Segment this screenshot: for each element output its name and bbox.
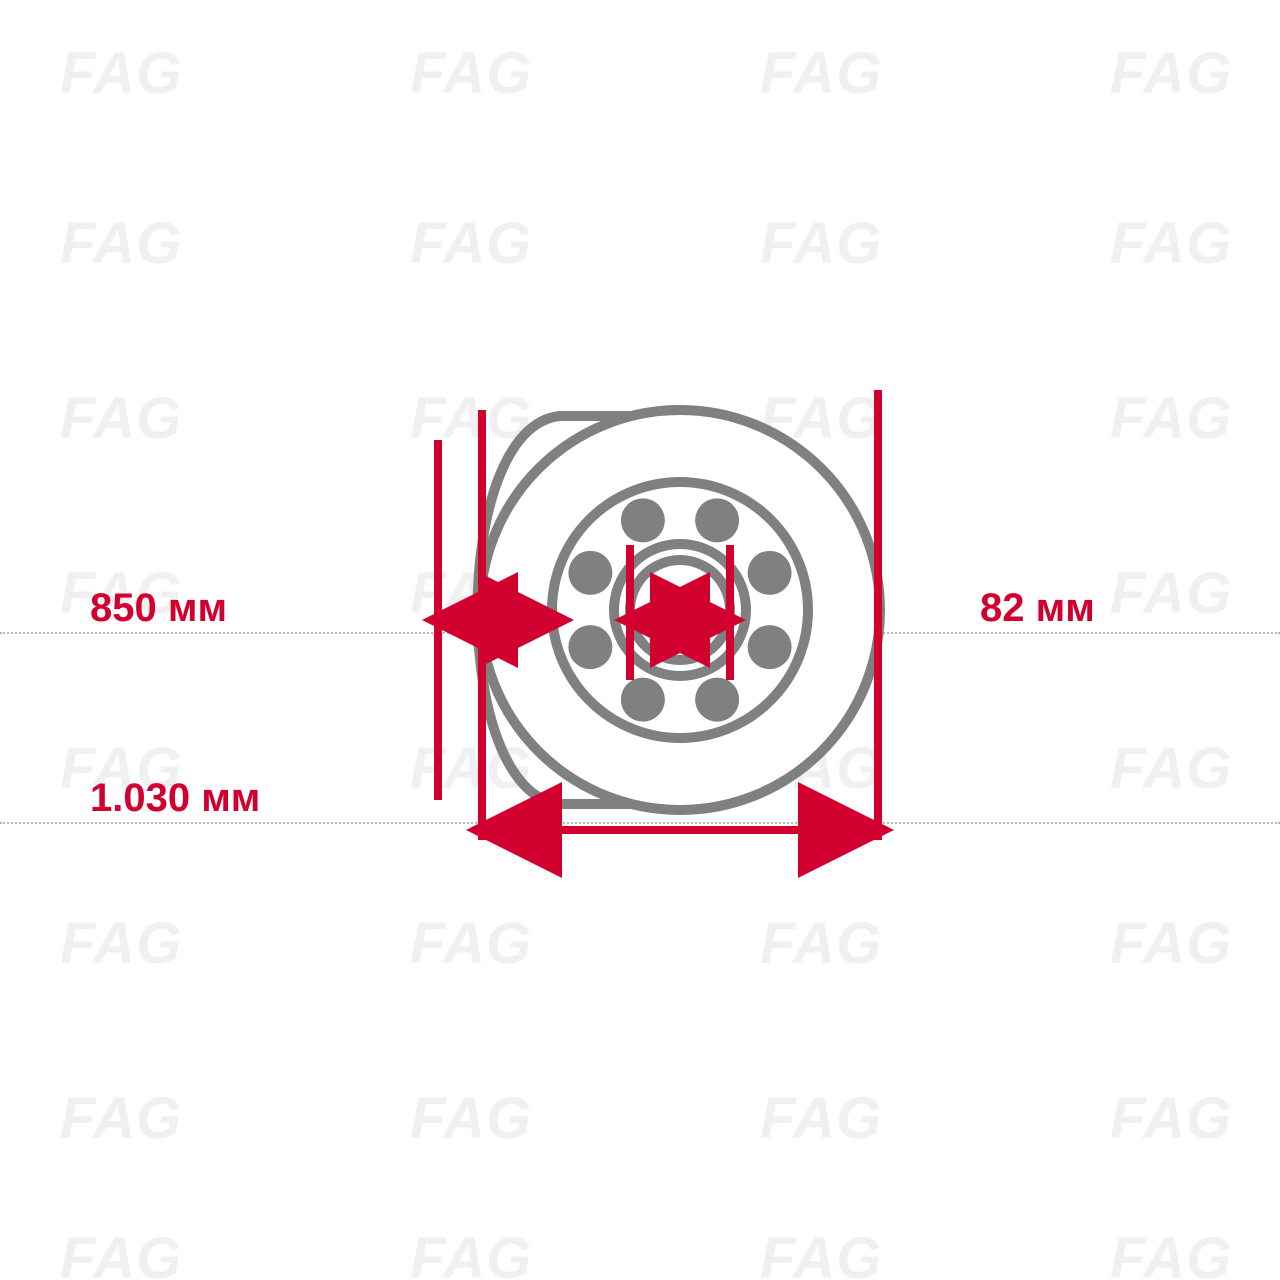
bearing-diagram (0, 0, 1280, 1280)
diagram-stage: FAGFAGFAGFAGFAGFAGFAGFAGFAGFAGFAGFAGFAGF… (0, 0, 1280, 1280)
label-inner-diameter: 850 мм (90, 586, 227, 631)
label-outer-diameter: 1.030 мм (90, 776, 260, 821)
label-width: 82 мм (980, 586, 1095, 631)
